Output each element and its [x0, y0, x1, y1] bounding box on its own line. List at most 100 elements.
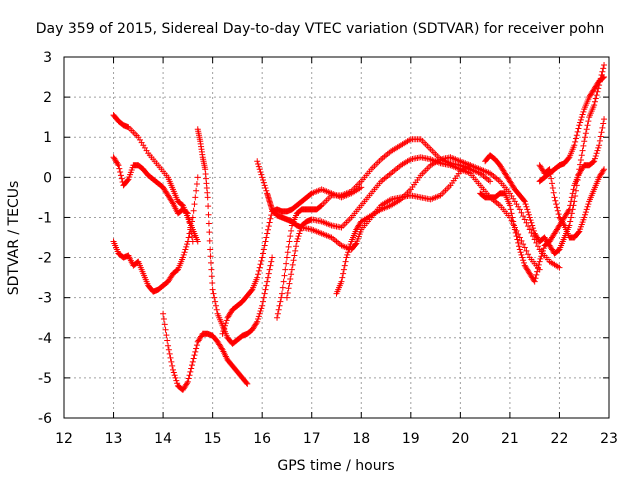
data-point	[184, 238, 191, 245]
data-point	[288, 266, 295, 273]
data-point	[185, 234, 192, 241]
data-point	[520, 259, 527, 266]
data-point	[223, 317, 230, 324]
data-point	[169, 362, 176, 369]
data-point	[519, 254, 526, 261]
data-point	[601, 166, 608, 173]
data-point	[568, 210, 575, 217]
data-point	[536, 258, 543, 265]
data-point	[554, 207, 561, 214]
data-point	[583, 206, 590, 213]
data-point	[188, 365, 195, 372]
data-point	[164, 337, 171, 344]
data-point	[209, 286, 216, 293]
data-point	[275, 306, 282, 313]
data-point	[205, 203, 212, 210]
data-point	[523, 203, 530, 210]
y-tick-label: 2	[43, 90, 52, 106]
data-point	[185, 215, 192, 222]
data-point	[263, 187, 270, 194]
data-point	[170, 369, 177, 376]
data-point	[255, 271, 262, 278]
data-point	[191, 201, 198, 208]
data-point	[183, 243, 190, 250]
y-tick-label: -4	[38, 331, 52, 347]
data-point	[262, 238, 269, 245]
x-tick-label: 19	[402, 431, 420, 447]
data-point	[256, 166, 263, 173]
data-point	[266, 219, 273, 226]
data-point	[193, 342, 200, 349]
x-tick-label: 16	[253, 431, 271, 447]
data-point	[297, 227, 304, 234]
data-point	[167, 354, 174, 361]
data-point	[278, 294, 285, 301]
data-point	[592, 95, 599, 102]
series-arc-10	[333, 154, 563, 297]
x-tick-label: 20	[451, 431, 469, 447]
data-point	[260, 294, 267, 301]
data-point	[267, 262, 274, 269]
data-point	[268, 212, 275, 219]
data-point	[511, 222, 518, 229]
data-point	[591, 155, 598, 162]
data-point	[568, 194, 575, 201]
data-point	[570, 202, 577, 209]
data-point	[521, 244, 528, 251]
data-point	[173, 377, 180, 384]
data-point	[261, 290, 268, 297]
data-point	[262, 185, 269, 192]
y-tick-label: -1	[38, 210, 52, 226]
data-point	[516, 246, 523, 253]
data-point	[578, 114, 585, 121]
data-point	[534, 265, 541, 272]
data-point	[117, 172, 124, 179]
data-point	[265, 223, 272, 230]
data-point	[580, 108, 587, 115]
data-point	[532, 275, 539, 282]
data-point	[260, 250, 267, 257]
data-point	[186, 372, 193, 379]
data-point	[556, 264, 563, 271]
data-point	[517, 249, 524, 256]
data-point	[193, 187, 200, 194]
data-point	[574, 177, 581, 184]
data-point	[568, 214, 575, 221]
data-point	[187, 368, 194, 375]
data-point	[577, 119, 584, 126]
data-point	[539, 250, 546, 257]
data-point	[582, 130, 589, 137]
data-point	[577, 116, 584, 123]
data-point	[575, 229, 582, 236]
data-point	[162, 326, 169, 333]
data-point	[531, 278, 538, 285]
data-point	[565, 207, 572, 214]
series-arc-14	[536, 74, 608, 185]
y-tick-label: -2	[38, 251, 52, 267]
data-point	[160, 316, 167, 323]
data-point	[537, 255, 544, 262]
data-point	[191, 352, 198, 359]
data-point	[294, 235, 301, 242]
data-point	[254, 274, 261, 281]
data-point	[118, 175, 125, 182]
data-point	[591, 102, 598, 109]
data-point	[585, 201, 592, 208]
data-point	[289, 261, 296, 268]
data-point	[192, 194, 199, 201]
data-point	[345, 246, 352, 253]
x-axis-label: GPS time / hours	[277, 458, 394, 474]
data-point	[572, 187, 579, 194]
data-point	[206, 229, 213, 236]
data-point	[288, 271, 295, 278]
data-point	[516, 206, 523, 213]
data-point	[514, 236, 521, 243]
data-point	[117, 168, 124, 175]
data-point	[577, 156, 584, 163]
data-point	[284, 249, 291, 256]
data-point	[165, 342, 172, 349]
data-point	[524, 206, 531, 213]
data-point	[534, 268, 541, 275]
